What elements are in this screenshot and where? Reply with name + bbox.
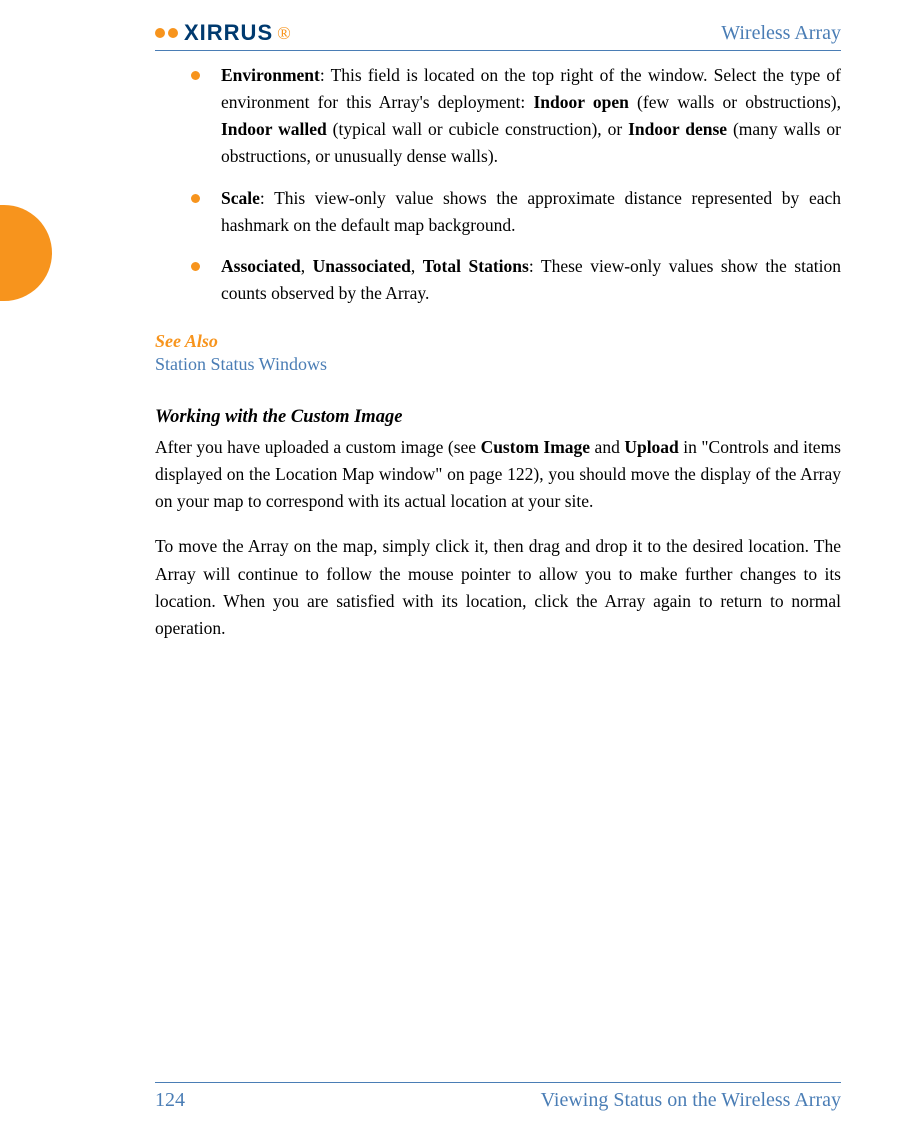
text: , [411, 256, 423, 276]
term: Indoor open [533, 92, 628, 112]
see-also-heading: See Also [155, 331, 841, 352]
text: and [590, 437, 624, 457]
brand-logo: XIRRUS ® [155, 20, 291, 46]
term: Custom Image [481, 437, 591, 457]
chapter-title: Viewing Status on the Wireless Array [541, 1089, 841, 1112]
text: After you have uploaded a custom image (… [155, 437, 481, 457]
term: Total Stations [423, 256, 529, 276]
term: Indoor walled [221, 119, 327, 139]
registered-icon: ® [277, 23, 291, 44]
body-paragraph: After you have uploaded a custom image (… [155, 434, 841, 515]
term: Scale [221, 188, 260, 208]
term: Associated [221, 256, 301, 276]
brand-name: XIRRUS [184, 20, 273, 46]
bullet-environment: Environment: This field is located on th… [191, 62, 841, 171]
term: Unassociated [313, 256, 411, 276]
bullet-stations: Associated, Unassociated, Total Stations… [191, 253, 841, 307]
text: (typical wall or cubicle construction), … [327, 119, 628, 139]
page-title: Wireless Array [721, 22, 841, 45]
body-paragraph: To move the Array on the map, simply cli… [155, 533, 841, 642]
side-tab [0, 205, 52, 301]
page-header: XIRRUS ® Wireless Array [155, 20, 841, 51]
text: : This view-only value shows the approxi… [221, 188, 841, 235]
term: Environment [221, 65, 320, 85]
term: Upload [624, 437, 678, 457]
bullet-list: Environment: This field is located on th… [155, 62, 841, 307]
section-heading: Working with the Custom Image [155, 407, 841, 428]
logo-dot [168, 28, 178, 38]
page-footer: 124 Viewing Status on the Wireless Array [155, 1082, 841, 1112]
text: , [301, 256, 313, 276]
text: (few walls or obstructions), [629, 92, 841, 112]
bullet-scale: Scale: This view-only value shows the ap… [191, 185, 841, 239]
logo-dots [155, 28, 178, 38]
see-also-link[interactable]: Station Status Windows [155, 354, 841, 375]
content-area: Environment: This field is located on th… [155, 62, 841, 642]
logo-dot [155, 28, 165, 38]
term: Indoor dense [628, 119, 727, 139]
page-number: 124 [155, 1089, 185, 1112]
